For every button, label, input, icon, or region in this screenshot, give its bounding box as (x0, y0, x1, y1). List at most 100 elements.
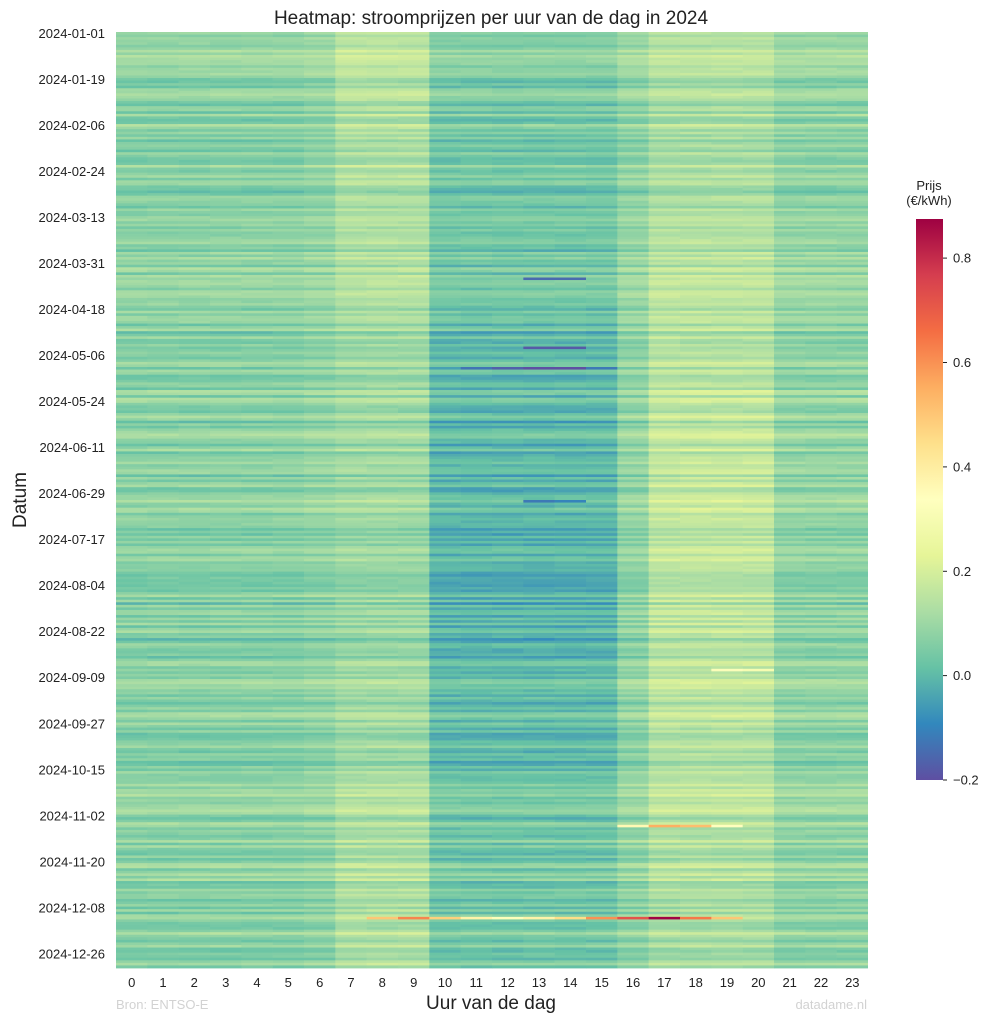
heatmap-cell (304, 517, 336, 521)
heatmap-cell (617, 134, 649, 138)
heatmap-cell (680, 561, 743, 565)
heatmap-cell (116, 533, 148, 537)
heatmap-cell (304, 139, 336, 143)
heatmap-cell (178, 139, 211, 143)
heatmap-cell (241, 451, 273, 455)
heatmap-cell (116, 315, 148, 319)
heatmap-cell (272, 443, 305, 447)
heatmap-cell (429, 80, 461, 84)
heatmap-cell (241, 392, 273, 396)
heatmap-cell (366, 523, 399, 526)
heatmap-cell (147, 162, 179, 166)
heatmap-cell (836, 257, 868, 261)
heatmap-cell (554, 471, 587, 475)
heatmap-cell (210, 382, 242, 386)
heatmap-cell (836, 49, 868, 53)
heatmap-cell (711, 287, 743, 291)
heatmap-cell (304, 410, 336, 414)
heatmap-cell (492, 62, 524, 66)
heatmap-cell (366, 551, 399, 555)
heatmap-cell (147, 106, 179, 110)
heatmap-cell (586, 500, 618, 503)
heatmap-cell (241, 551, 273, 555)
heatmap-cell (836, 149, 868, 153)
heatmap-cell (523, 254, 555, 258)
heatmap-cell (210, 372, 242, 376)
heatmap-cell (617, 44, 649, 48)
heatmap-cell (460, 558, 493, 562)
heatmap-cell (398, 292, 430, 296)
heatmap-cell (210, 407, 242, 411)
heatmap-cell (836, 269, 868, 273)
heatmap-cell (178, 461, 211, 465)
heatmap-cell (398, 540, 430, 544)
heatmap-cell (366, 195, 399, 199)
heatmap-cell (304, 147, 336, 151)
heatmap-cell (742, 167, 775, 171)
heatmap-cell (366, 259, 399, 263)
heatmap-cell (711, 397, 743, 401)
heatmap-cell (774, 55, 806, 58)
heatmap-cell (648, 384, 681, 388)
heatmap-cell (210, 159, 242, 163)
heatmap-cell (178, 441, 211, 445)
heatmap-cell (774, 390, 806, 393)
heatmap-cell (429, 147, 461, 151)
heatmap-cell (335, 259, 367, 263)
heatmap-cell (398, 83, 430, 87)
heatmap-cell (836, 34, 868, 38)
heatmap-cell (554, 244, 587, 248)
heatmap-cell (210, 479, 242, 483)
heatmap-cell (429, 336, 461, 340)
heatmap-cell (460, 190, 493, 194)
heatmap-cell (116, 469, 148, 473)
heatmap-cell (680, 159, 712, 163)
heatmap-cell (178, 379, 211, 383)
heatmap-cell (492, 308, 524, 312)
heatmap-cell (241, 274, 273, 278)
heatmap-cell (648, 55, 681, 58)
heatmap-cell (492, 228, 524, 232)
heatmap-cell (523, 274, 555, 278)
heatmap-cell (272, 203, 305, 207)
heatmap-cell (178, 254, 211, 258)
heatmap-cell (147, 484, 179, 488)
heatmap-cell (147, 318, 179, 322)
heatmap-cell (774, 384, 837, 388)
heatmap-cell (711, 305, 743, 309)
heatmap-cell (272, 44, 305, 48)
heatmap-cell (398, 392, 430, 396)
heatmap-cell (492, 200, 524, 204)
heatmap-cell (429, 223, 461, 227)
heatmap-cell (742, 170, 775, 174)
heatmap-cell (680, 397, 712, 401)
heatmap-cell (116, 62, 148, 66)
heatmap-cell (304, 57, 336, 61)
heatmap-cell (648, 72, 681, 76)
heatmap-cell (116, 346, 148, 350)
heatmap-cell (680, 517, 712, 521)
heatmap-cell (523, 349, 587, 353)
heatmap-cell (335, 141, 367, 145)
heatmap-cell (617, 285, 649, 289)
heatmap-cell (210, 103, 242, 107)
heatmap-cell (429, 420, 461, 424)
heatmap-cell (241, 574, 273, 578)
heatmap-cell (147, 331, 179, 335)
heatmap-cell (680, 479, 712, 483)
heatmap-cell (366, 379, 399, 383)
heatmap-cell (617, 497, 649, 501)
heatmap-cell (460, 131, 493, 135)
heatmap-cell (147, 177, 179, 181)
heatmap-cell (178, 354, 211, 358)
heatmap-cell (429, 254, 461, 258)
heatmap-cell (210, 571, 242, 575)
heatmap-cell (272, 231, 305, 235)
heatmap-cell (147, 129, 179, 133)
heatmap-cell (711, 533, 743, 537)
heatmap-cell (304, 341, 336, 345)
heatmap-cell (335, 152, 367, 156)
heatmap-cell (147, 113, 179, 117)
heatmap-cell (742, 90, 775, 94)
heatmap-cell (210, 185, 242, 189)
